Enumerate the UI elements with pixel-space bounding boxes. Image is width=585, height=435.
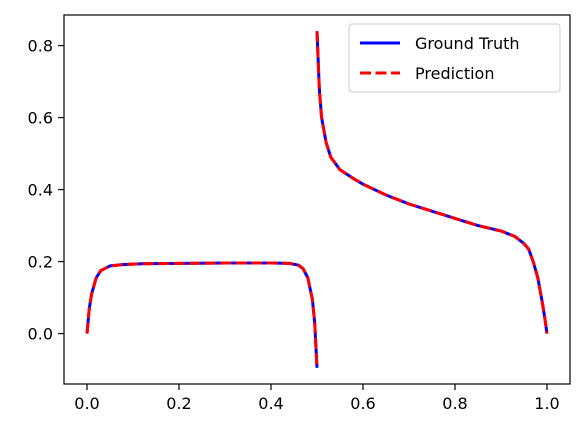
y-tick-label: 0.4 [28, 181, 53, 200]
plot-frame [63, 14, 571, 385]
y-axis: 0.0 0.2 0.4 0.6 0.8 [28, 37, 64, 344]
x-tick-label: 0.0 [74, 394, 99, 413]
x-tick-label: 0.4 [258, 394, 283, 413]
y-tick-label: 0.8 [28, 37, 53, 56]
x-tick-label: 0.6 [350, 394, 375, 413]
legend: Ground Truth Prediction [348, 23, 561, 93]
y-tick-label: 0.0 [28, 325, 53, 344]
legend-label-ground-truth: Ground Truth [415, 34, 520, 53]
x-axis: 0.0 0.2 0.4 0.6 0.8 1.0 [74, 384, 560, 413]
series-line-prediction [85, 31, 549, 368]
legend-box [348, 23, 561, 93]
x-tick-label: 1.0 [534, 394, 559, 413]
x-tick-label: 0.8 [442, 394, 467, 413]
plot-lines [85, 31, 549, 368]
y-tick-label: 0.6 [28, 109, 53, 128]
y-tick-label: 0.2 [28, 253, 53, 272]
x-tick-label: 0.2 [166, 394, 191, 413]
legend-label-prediction: Prediction [415, 64, 494, 83]
